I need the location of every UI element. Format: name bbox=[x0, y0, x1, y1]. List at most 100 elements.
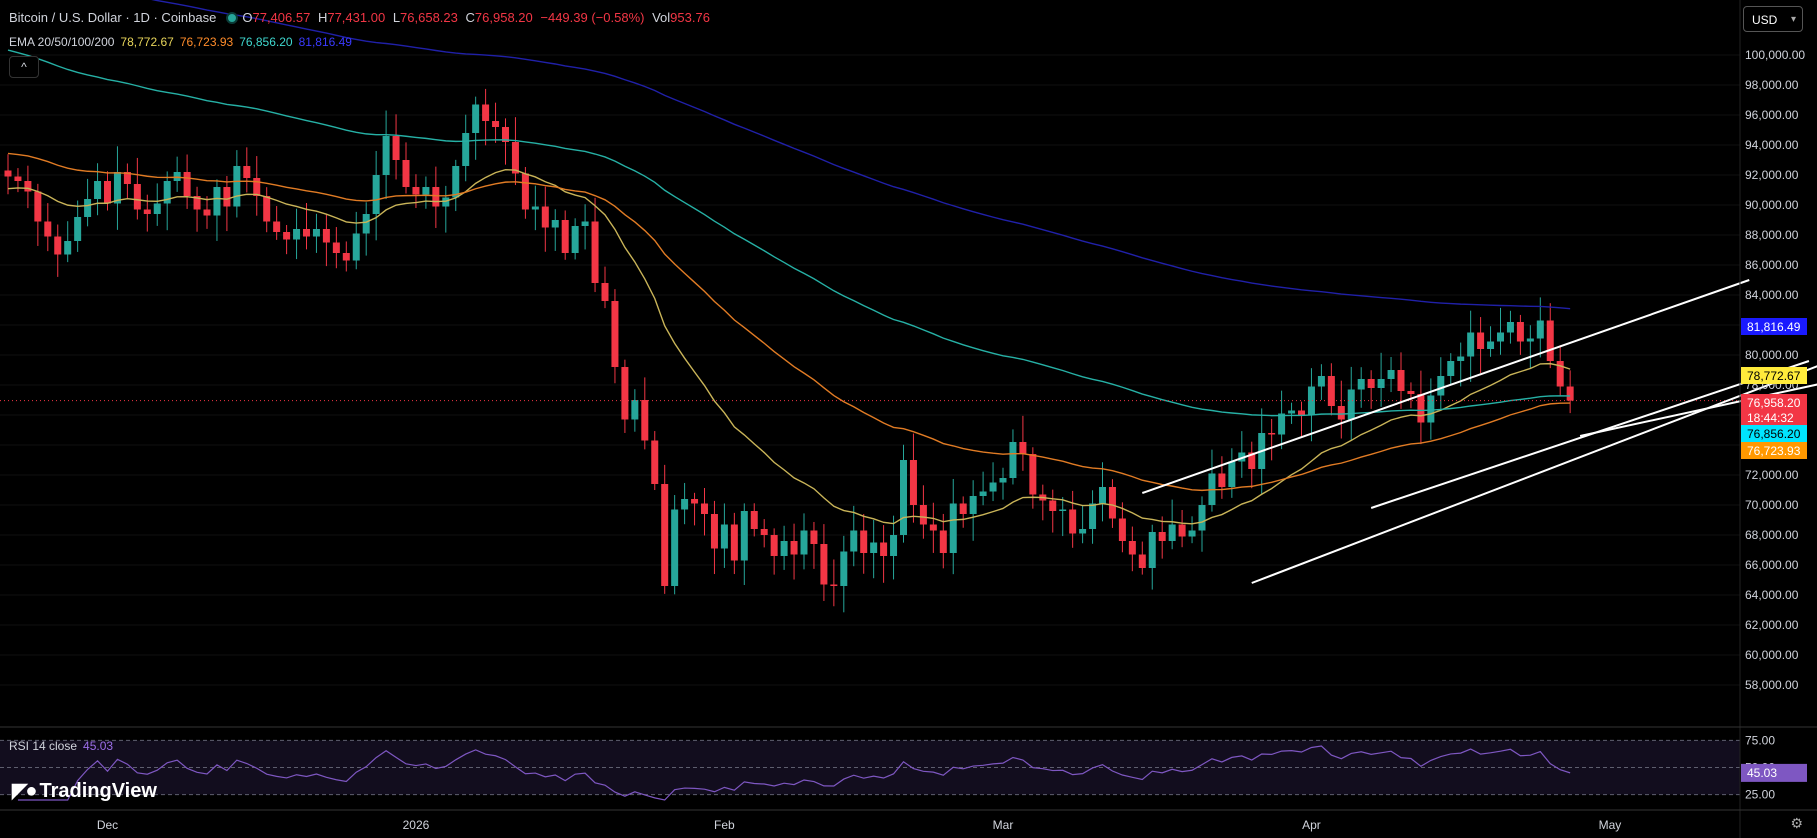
x-tick-label: Feb bbox=[714, 818, 735, 832]
price-tag bbox=[1741, 425, 1807, 442]
candle-body bbox=[372, 175, 380, 214]
low-label: L bbox=[392, 10, 401, 25]
candle-body bbox=[780, 541, 788, 556]
candle-body bbox=[143, 209, 151, 214]
candle-body bbox=[1089, 503, 1097, 529]
y-tick-label: 100,000.00 bbox=[1745, 48, 1805, 62]
x-tick-label: May bbox=[1599, 818, 1622, 832]
ema200-line bbox=[151, 0, 1571, 310]
channel-line bbox=[1579, 383, 1817, 437]
candle-body bbox=[193, 196, 201, 210]
candle-body bbox=[661, 484, 669, 586]
candle-body bbox=[1198, 505, 1206, 531]
rsi-value-tag-text: 45.03 bbox=[1747, 766, 1777, 780]
candle-body bbox=[213, 187, 221, 216]
candle-body bbox=[571, 226, 579, 253]
candle-body bbox=[1457, 356, 1465, 361]
symbol-title[interactable]: Bitcoin / U.S. Dollar · 1D · Coinbase bbox=[9, 10, 217, 25]
settings-icon[interactable]: ⚙ bbox=[1790, 815, 1803, 831]
tradingview-logo[interactable]: ◤● TradingView bbox=[12, 778, 157, 803]
candle-body bbox=[34, 191, 42, 222]
candle-body bbox=[621, 367, 629, 420]
candle-body bbox=[641, 400, 649, 441]
candle-body bbox=[263, 196, 271, 222]
candle-body bbox=[1327, 376, 1335, 406]
candle-body bbox=[611, 301, 619, 367]
candle-body bbox=[44, 221, 52, 237]
candle-body bbox=[1506, 322, 1514, 333]
candle-body bbox=[1238, 452, 1246, 462]
candle-body bbox=[422, 187, 430, 195]
price-tag-text: 18:44:32 bbox=[1747, 411, 1794, 425]
candle-body bbox=[293, 229, 301, 240]
price-tag bbox=[1741, 394, 1807, 411]
candle-body bbox=[890, 535, 898, 556]
candle-body bbox=[392, 136, 400, 160]
candle-body bbox=[1069, 509, 1077, 534]
rsi-value-tag bbox=[1741, 763, 1807, 782]
candle-body bbox=[850, 530, 858, 552]
rsi-legend[interactable]: RSI 14 close 45.03 bbox=[9, 739, 119, 753]
candle-body bbox=[1188, 530, 1196, 537]
price-tag bbox=[1741, 409, 1807, 426]
candle-body bbox=[1477, 332, 1485, 349]
rsi-label: RSI 14 close bbox=[9, 739, 78, 753]
candle-body bbox=[1387, 370, 1395, 379]
candle-body bbox=[1417, 394, 1425, 423]
price-tag bbox=[1741, 367, 1807, 384]
candle-body bbox=[1168, 524, 1176, 541]
candle-body bbox=[1526, 338, 1534, 342]
candle-body bbox=[452, 166, 460, 198]
candle-body bbox=[1218, 473, 1226, 487]
candle-body bbox=[681, 499, 689, 510]
candle-body bbox=[173, 172, 181, 181]
price-tag-text: 81,816.49 bbox=[1747, 320, 1801, 334]
candle-body bbox=[303, 229, 310, 237]
candle-body bbox=[1288, 410, 1296, 414]
candle-body bbox=[591, 221, 599, 283]
y-tick-label: 68,000.00 bbox=[1745, 528, 1799, 542]
channel-line bbox=[1251, 365, 1817, 584]
candle-body bbox=[342, 253, 350, 261]
candle-body bbox=[113, 172, 121, 204]
candle-body bbox=[1178, 524, 1186, 537]
candle-body bbox=[651, 440, 659, 484]
candle-body bbox=[820, 544, 828, 585]
collapse-legend-button[interactable]: ^ bbox=[9, 56, 39, 78]
candle-body bbox=[939, 530, 947, 553]
price-tag-text: 76,723.93 bbox=[1747, 444, 1801, 458]
candle-body bbox=[1307, 386, 1315, 415]
candle-body bbox=[1248, 452, 1256, 469]
channel-line bbox=[1141, 279, 1750, 494]
high-label: H bbox=[317, 10, 328, 25]
candle-body bbox=[123, 172, 131, 184]
y-tick-label: 66,000.00 bbox=[1745, 558, 1799, 572]
price-tag bbox=[1741, 442, 1807, 459]
candle-body bbox=[989, 482, 997, 492]
ema50-line bbox=[7, 152, 1571, 492]
candle-body bbox=[760, 529, 768, 535]
candle-body bbox=[840, 551, 848, 586]
candle-body bbox=[432, 187, 440, 207]
candle-body bbox=[671, 509, 679, 586]
candle-body bbox=[1118, 518, 1126, 541]
candle-body bbox=[511, 142, 519, 174]
ema-legend[interactable]: EMA 20/50/100/200 78,772.67 76,723.93 76,85… bbox=[9, 35, 358, 49]
candle-body bbox=[14, 176, 22, 181]
candle-body bbox=[203, 209, 211, 216]
candle-body bbox=[243, 166, 251, 178]
candle-body bbox=[382, 136, 390, 175]
candle-body bbox=[1158, 532, 1166, 541]
candle-body bbox=[1546, 320, 1554, 361]
candle-body bbox=[701, 503, 708, 514]
logo-text: TradingView bbox=[39, 780, 157, 802]
candle-body bbox=[84, 199, 92, 217]
currency-select[interactable]: USD bbox=[1743, 6, 1803, 33]
trend-channel bbox=[1141, 279, 1817, 584]
ema20-value: 78,772.67 bbox=[120, 35, 174, 49]
y-tick-label: 70,000.00 bbox=[1745, 498, 1799, 512]
